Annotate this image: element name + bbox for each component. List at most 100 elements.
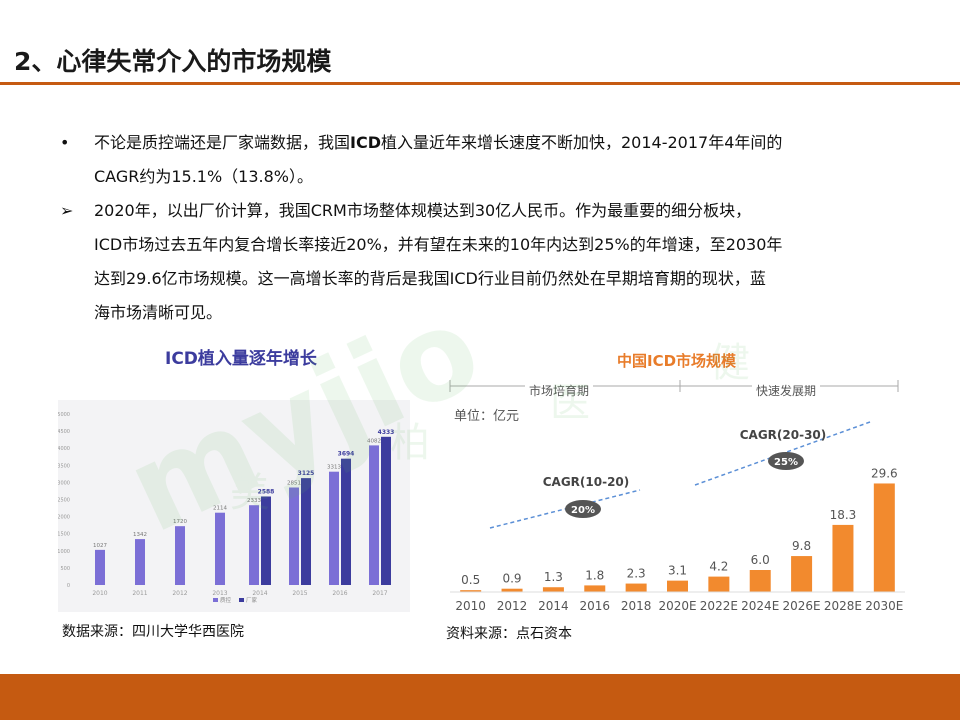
left-x-tick: 2016 [332, 590, 347, 597]
left-bar-series-a [95, 549, 105, 585]
right-bar [873, 483, 895, 592]
right-x-tick: 2012 [497, 599, 528, 613]
page-title: 2、心律失常介入的市场规模 [14, 47, 332, 76]
bullet-2-line-1: 2020年，以出厂价计算，我国CRM市场整体规模达到30亿人民币。作为最重要的细… [94, 201, 752, 220]
left-bar-label-a: 2114 [213, 506, 227, 512]
left-y-tick: 4500 [58, 429, 70, 435]
right-bar [542, 587, 564, 592]
left-chart-title: ICD植入量逐年增长 [165, 349, 317, 369]
arrow-bullet-icon: ➢ [60, 201, 74, 220]
left-bar-series-a [289, 487, 299, 585]
left-bar-label-a: 1027 [93, 543, 107, 549]
right-bar-value-label: 1.3 [544, 570, 563, 584]
right-x-tick: 2018 [621, 599, 652, 613]
left-bar-series-a [175, 526, 185, 585]
right-bar-value-label: 0.9 [502, 572, 521, 586]
bullet-1-line-2: CAGR约为15.1%（13.8%）。 [94, 167, 314, 186]
right-bar [584, 585, 606, 592]
left-bar-label-b: 2588 [258, 488, 275, 495]
left-x-tick: 2012 [172, 590, 187, 597]
left-bar-series-b [341, 458, 351, 585]
bullet-2-line-4: 海市场清晰可见。 [94, 303, 223, 322]
left-x-tick: 2013 [212, 590, 227, 597]
right-bar-value-label: 2.3 [627, 567, 646, 581]
right-bar [625, 583, 647, 592]
left-y-tick: 500 [60, 566, 70, 572]
left-bar-series-a [135, 539, 145, 585]
left-legend-label: 厂家 [246, 596, 258, 604]
right-bar [791, 556, 813, 592]
left-bar-label-a: 1720 [173, 519, 187, 525]
right-bar-value-label: 3.1 [668, 564, 687, 578]
cagr-label: CAGR(20-30) [740, 428, 827, 442]
right-chart-title: 中国ICD市场规模 [617, 352, 737, 370]
left-source-note: 数据来源：四川大学华西医院 [62, 624, 244, 640]
cagr-badge-value: 25% [774, 457, 798, 468]
right-bar-value-label: 6.0 [751, 553, 770, 567]
right-bar [708, 576, 730, 592]
left-bar-series-a [369, 445, 379, 585]
right-bar-value-label: 4.2 [709, 560, 728, 574]
right-bar [667, 580, 688, 592]
right-bar [832, 524, 854, 592]
left-y-tick: 1000 [58, 549, 70, 555]
left-legend-label: 质控 [220, 596, 232, 604]
left-y-tick: 2500 [58, 498, 70, 504]
right-bar [460, 590, 482, 592]
left-bar-series-b [261, 496, 271, 585]
cagr-badge [565, 500, 601, 518]
bullet-2-line-3: 达到29.6亿市场规模。这一高增长率的背后是我国ICD行业目前仍然处在早期培育期… [94, 269, 766, 288]
bullet-list: • 不论是质控端还是厂家端数据，我国ICD植入量近年来增长速度不断加快，2014… [60, 126, 900, 330]
left-x-tick: 2015 [292, 590, 307, 597]
right-bar-value-label: 29.6 [871, 466, 898, 480]
left-bar-label-a: 4082 [367, 438, 381, 444]
left-bar-chart: 5000450040003500300025002000150010005000… [57, 412, 395, 604]
left-bar-label-a: 2851 [287, 480, 301, 486]
right-x-tick: 2020E [658, 599, 696, 613]
left-x-tick: 2017 [372, 590, 387, 597]
left-bar-label-b: 3125 [298, 470, 315, 477]
right-x-tick: 2030E [865, 599, 903, 613]
left-x-tick: 2014 [252, 590, 267, 597]
left-y-tick: 4000 [58, 446, 70, 452]
left-chart-panel: 5000 4500 4000 3500 3000 2500 2000 1500 1000 500 0… [57, 400, 410, 612]
bullet-1-line-1: 不论是质控端还是厂家端数据，我国ICD植入量近年来增长速度不断加快，2014-2… [94, 133, 783, 152]
left-y-tick: 3000 [58, 480, 70, 486]
right-x-tick: 2014 [538, 599, 569, 613]
right-x-tick: 2010 [455, 599, 486, 613]
left-y-tick: 3500 [58, 463, 70, 469]
cagr-label: CAGR(10-20) [543, 475, 630, 489]
left-bar-label-b: 4333 [378, 429, 395, 436]
right-x-tick: 2022E [700, 599, 738, 613]
left-y-tick: 5000 [58, 412, 70, 418]
bullet-item-2: ➢ 2020年，以出厂价计算，我国CRM市场整体规模达到30亿人民币。作为最重要… [60, 194, 900, 330]
left-y-tick: 1500 [58, 532, 70, 538]
bullet-dot-icon: • [60, 133, 70, 152]
left-bar-series-a [329, 471, 339, 585]
right-bar-value-label: 1.8 [585, 568, 604, 582]
left-bar-label-b: 3694 [338, 451, 355, 458]
right-source-note: 资料来源：点石资本 [446, 626, 572, 642]
right-bar-chart: CAGR(10-20) 20% CAGR(20-30) 25% 0.5 2010 0.9 20… [449, 380, 905, 613]
right-bar-value-label: 0.5 [461, 573, 480, 587]
title-divider [0, 82, 960, 85]
bullet-item-1: • 不论是质控端还是厂家端数据，我国ICD植入量近年来增长速度不断加快，2014… [60, 126, 900, 194]
left-legend-swatch [213, 598, 218, 602]
left-legend-swatch [239, 598, 244, 602]
right-bar [501, 588, 523, 592]
left-bar-series-b [301, 478, 311, 585]
phase-fast-label: 快速发展期 [752, 382, 821, 399]
left-bar-series-b [381, 436, 391, 585]
left-y-tick: 0 [67, 583, 70, 589]
left-y-tick: 2000 [58, 515, 70, 521]
right-bar-value-label: 18.3 [830, 508, 857, 522]
right-x-tick: 2026E [783, 599, 821, 613]
footer-bar [0, 674, 960, 720]
left-x-tick: 2011 [132, 590, 147, 597]
bullet-2-line-2: ICD市场过去五年内复合增长率接近20%，并有望在未来的10年内达到25%的年增… [94, 235, 783, 254]
right-bar [749, 570, 771, 592]
unit-label: 单位：亿元 [454, 409, 520, 424]
phase-early-label: 市场培育期 [525, 382, 594, 399]
left-bar-label-a: 1342 [133, 532, 147, 538]
left-x-tick: 2010 [92, 590, 107, 597]
